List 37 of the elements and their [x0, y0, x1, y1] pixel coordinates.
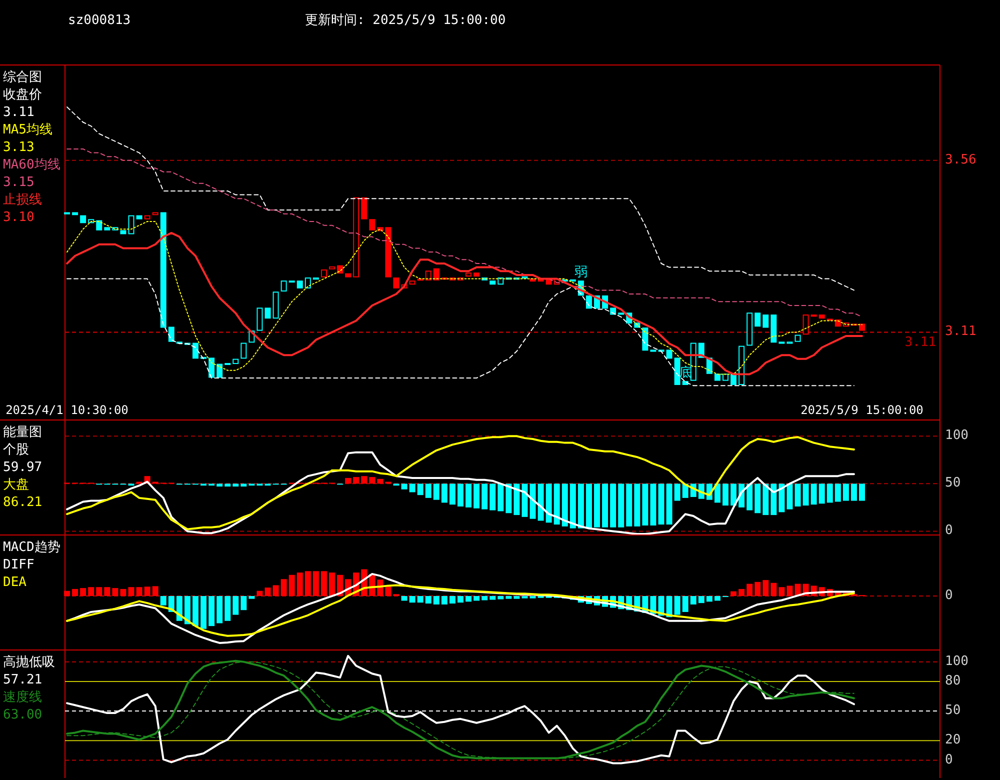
text: 3.10 [3, 210, 34, 225]
text: 止损线 [3, 192, 42, 208]
chart-title: MACD趋势 [3, 540, 60, 555]
text: 63.00 [3, 708, 42, 722]
text: 3.11 [3, 105, 34, 120]
chart-subtitle: sz000813 [68, 13, 131, 28]
x-tick-label: 2025/4/1 10:30:00 [6, 403, 128, 417]
text: 高抛低吸 [3, 654, 55, 670]
y-tick-label: 100 [945, 654, 968, 669]
text: 更新时间: 2025/5/9 15:00:00 [305, 13, 506, 28]
text: 57.21 [3, 672, 42, 688]
y-tick-label: 100 [945, 428, 968, 444]
y-tick-label: 0 [945, 523, 953, 538]
chart-title: 能量图 [3, 425, 42, 440]
y-tick-label: 3.11 [945, 324, 976, 340]
chart-title: 综合图 [3, 70, 42, 85]
y-tick-label: 80 [945, 674, 961, 689]
y-tick-label: 3.56 [945, 152, 976, 168]
text: 弱 [574, 265, 588, 280]
text: DIFF [3, 558, 34, 572]
x-tick-label: 2025/5/9 15:00:00 [800, 403, 924, 417]
y-tick-label: 50 [945, 476, 961, 491]
legend-title: 收盘价 [3, 88, 42, 102]
text: 个股 [3, 442, 29, 458]
text: DEA [3, 575, 27, 590]
text: 大盘 [3, 478, 29, 492]
y-tick-label: 20 [945, 732, 961, 748]
y-tick-label: 0 [945, 752, 953, 768]
ref-line-label: 3.11 [904, 335, 936, 350]
y-tick-label: 50 [945, 703, 961, 718]
text: 3.15 [3, 175, 34, 190]
text: 86.21 [3, 495, 42, 510]
text: 59.97 [3, 460, 42, 475]
text: MA5均线 [3, 122, 52, 138]
text: 3.13 [3, 140, 34, 155]
text: 速度线 [3, 689, 42, 705]
series-label: MA60均线 [3, 158, 60, 172]
